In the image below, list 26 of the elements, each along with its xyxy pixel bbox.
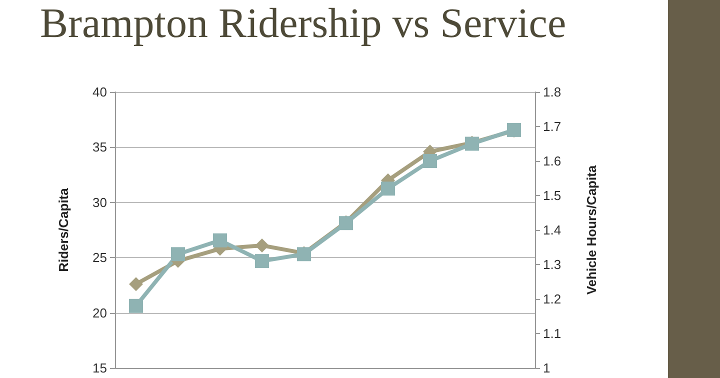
y-axis-title: Riders/Capita (56, 187, 71, 272)
point (213, 233, 227, 248)
point (129, 277, 143, 292)
y2-tick-label: 1.2 (543, 292, 562, 306)
y2-tick-label: 1.7 (543, 119, 562, 134)
point (171, 247, 185, 262)
y-tick-label: 35 (92, 140, 107, 155)
y-tick-label: 15 (92, 360, 107, 376)
y2-tick-label: 1.6 (543, 154, 562, 168)
y2-tick-label: 1.5 (543, 188, 562, 203)
y2-tick-label: 1.3 (543, 257, 562, 272)
y-tick-label: 20 (92, 305, 107, 320)
y-tick-label: 25 (92, 250, 107, 266)
point (423, 154, 437, 168)
point (255, 254, 269, 268)
y2-tick-label: 1.4 (543, 222, 562, 238)
point (255, 238, 269, 252)
y2-tick-label: 1.8 (543, 84, 562, 100)
point (129, 298, 143, 313)
y2-axis-title: Vehicle Hours/Capita (584, 164, 599, 295)
y2-tick-label: 1.1 (543, 326, 562, 341)
y-tick-label: 40 (92, 84, 107, 100)
y-tick-label: 30 (92, 194, 107, 210)
y2-tick-label: 1 (543, 360, 550, 376)
chart-title: Brampton Ridership vs Service (40, 0, 566, 48)
point (381, 182, 395, 196)
